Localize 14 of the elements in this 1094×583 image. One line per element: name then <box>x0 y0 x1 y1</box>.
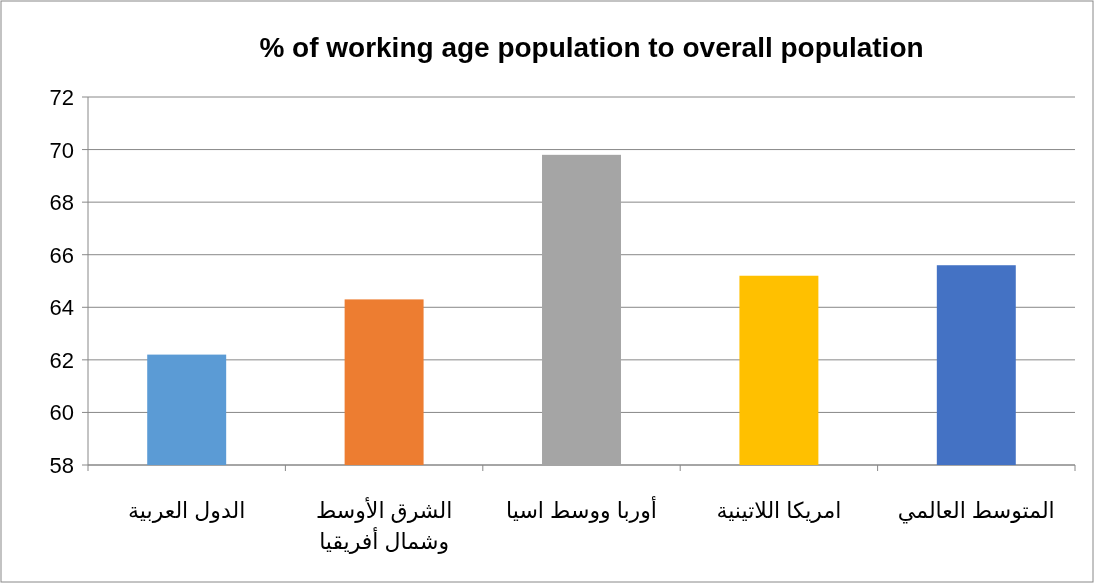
y-tick-label: 66 <box>49 242 74 268</box>
y-tick-label: 68 <box>49 190 74 216</box>
x-tick-label: امريكا اللاتينية <box>716 498 842 523</box>
y-tick-label: 70 <box>49 137 74 163</box>
x-tick-label: الدول العربية <box>128 498 246 523</box>
y-tick-label: 64 <box>49 295 74 321</box>
y-tick-label: 58 <box>49 453 74 478</box>
x-tick-label: المتوسط العالمي <box>897 498 1055 524</box>
x-tick-label: أوربا ووسط اسيا <box>506 496 657 523</box>
y-tick-label: 72 <box>49 85 74 110</box>
chart-title: % of working age population to overall population <box>259 32 924 63</box>
y-tick-label: 62 <box>49 347 74 373</box>
x-tick-label: الشرق الأوسط وشمال أفريقيا <box>315 497 453 554</box>
y-tick-label: 60 <box>49 400 74 426</box>
